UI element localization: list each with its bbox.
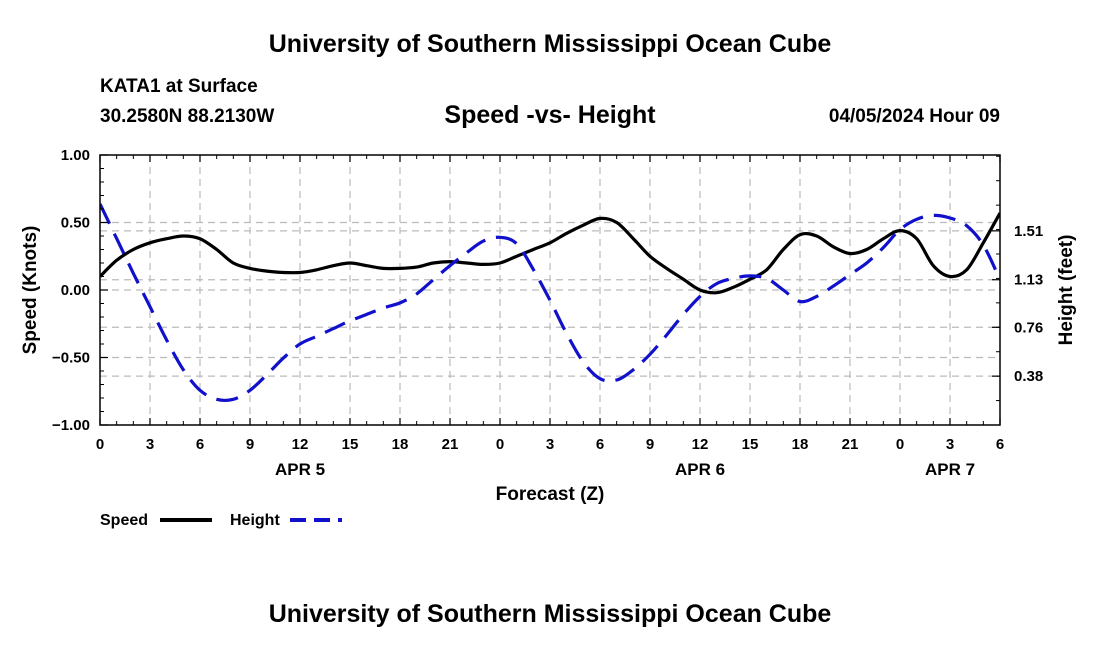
x-tick-label: 3 bbox=[946, 436, 954, 453]
x-tick-label: 0 bbox=[896, 436, 904, 453]
legend: Speed Height bbox=[100, 512, 342, 529]
y-axis-label-right: Height (feet) bbox=[1056, 235, 1077, 346]
x-tick-label: 0 bbox=[496, 436, 504, 453]
legend-label-speed: Speed bbox=[100, 512, 148, 529]
page-title-bottom: University of Southern Mississippi Ocean… bbox=[268, 600, 832, 628]
y-left-tick-label: −0.50 bbox=[52, 350, 90, 367]
x-tick-label: 12 bbox=[692, 436, 709, 453]
y-axis-label-left: Speed (Knots) bbox=[20, 226, 41, 355]
chart: 0 3 6 9 12 15 18 21 0 3 6 9 12 15 18 21 0 3 6 APR 5 APR 6 APR… bbox=[20, 147, 1077, 529]
forecast-datetime: 04/05/2024 Hour 09 bbox=[828, 106, 1000, 127]
station-coords: 30.2580N 88.2130W bbox=[100, 106, 275, 127]
axes: 0 3 6 9 12 15 18 21 0 3 6 9 12 15 18 21 0 3 6 APR 5 APR 6 APR… bbox=[52, 147, 1043, 479]
y-left-tick-label: 1.00 bbox=[61, 147, 90, 164]
x-date-label: APR 5 bbox=[275, 460, 325, 479]
x-tick-label: 0 bbox=[96, 436, 104, 453]
y-right-tick-label: 1.13 bbox=[1014, 272, 1043, 289]
station-name: KATA1 at Surface bbox=[100, 76, 258, 97]
y-right-tick-label: 0.38 bbox=[1014, 368, 1043, 385]
series-line-speed bbox=[100, 212, 1000, 295]
series-line-height bbox=[100, 203, 1000, 403]
x-tick-label: 6 bbox=[596, 436, 604, 453]
y-left-tick-label: 0.50 bbox=[61, 215, 90, 232]
x-tick-label: 15 bbox=[342, 436, 359, 453]
x-tick-label: 18 bbox=[392, 436, 409, 453]
x-date-label: APR 7 bbox=[925, 460, 975, 479]
y-right-tick-label: 0.76 bbox=[1014, 319, 1043, 336]
x-tick-label: 6 bbox=[196, 436, 204, 453]
x-tick-label: 21 bbox=[442, 436, 459, 453]
x-tick-label: 3 bbox=[146, 436, 154, 453]
y-left-tick-label: 0.00 bbox=[61, 282, 90, 299]
x-tick-label: 15 bbox=[742, 436, 759, 453]
x-tick-label: 12 bbox=[292, 436, 309, 453]
x-date-label: APR 6 bbox=[675, 460, 725, 479]
series-layer bbox=[100, 203, 1000, 403]
chart-title: Speed -vs- Height bbox=[444, 101, 656, 129]
grid bbox=[100, 155, 1000, 425]
x-tick-label: 21 bbox=[842, 436, 859, 453]
x-tick-label: 18 bbox=[792, 436, 809, 453]
x-axis-label: Forecast (Z) bbox=[496, 484, 605, 505]
x-tick-label: 9 bbox=[646, 436, 654, 453]
y-left-tick-label: −1.00 bbox=[52, 417, 90, 434]
x-tick-label: 9 bbox=[246, 436, 254, 453]
x-tick-label: 6 bbox=[996, 436, 1004, 453]
y-right-tick-label: 1.51 bbox=[1014, 223, 1043, 240]
legend-label-height: Height bbox=[230, 512, 280, 529]
page-title-top: University of Southern Mississippi Ocean… bbox=[268, 30, 832, 58]
x-tick-label: 3 bbox=[546, 436, 554, 453]
